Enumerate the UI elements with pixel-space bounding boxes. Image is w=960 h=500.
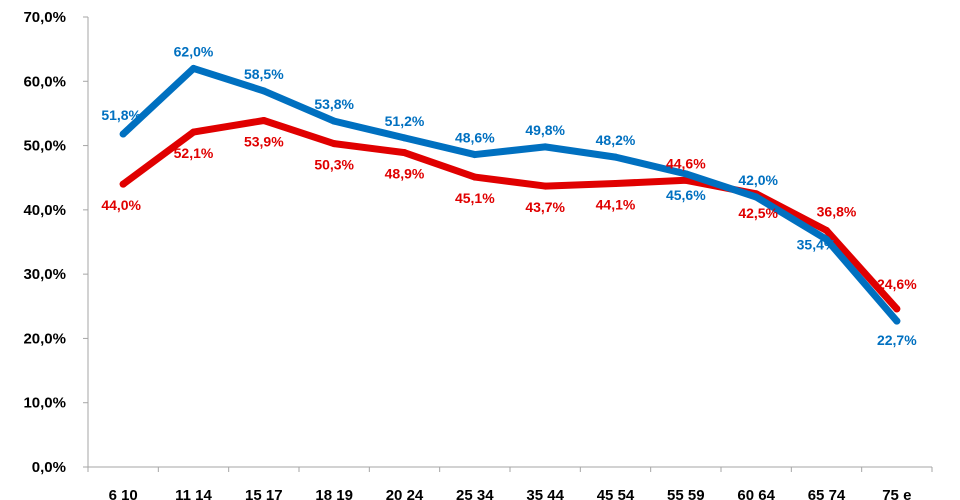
- data-point-blue: [119, 130, 127, 138]
- data-label-blue: 48,6%: [455, 130, 495, 146]
- data-label-red: 36,8%: [817, 203, 857, 219]
- data-point-red: [330, 140, 338, 148]
- data-point-red: [119, 180, 127, 188]
- data-label-red: 53,9%: [244, 134, 284, 150]
- x-tick-label: 35 44: [526, 487, 564, 500]
- data-label-blue: 49,8%: [525, 122, 565, 138]
- data-point-blue: [401, 134, 408, 142]
- data-point-blue: [190, 64, 197, 72]
- data-label-blue: 53,8%: [314, 96, 354, 112]
- data-label-red: 50,3%: [314, 157, 354, 173]
- data-label-red: 48,9%: [385, 166, 425, 182]
- y-tick-label: 0,0%: [32, 459, 66, 476]
- data-label-blue: 45,6%: [666, 187, 706, 203]
- data-label-red: 42,5%: [738, 205, 778, 221]
- data-label-blue: 58,5%: [244, 66, 284, 82]
- x-tick-label: 6 10: [109, 487, 138, 500]
- data-label-red: 44,6%: [666, 155, 706, 171]
- y-tick-label: 50,0%: [23, 138, 66, 155]
- data-point-blue: [823, 235, 830, 243]
- data-label-blue: 51,8%: [101, 107, 141, 123]
- y-tick-label: 70,0%: [23, 9, 66, 26]
- x-tick-label: 75 e: [882, 487, 911, 500]
- data-point-blue: [260, 87, 268, 95]
- data-label-red: 52,1%: [174, 145, 214, 161]
- y-tick-label: 10,0%: [23, 395, 66, 412]
- data-label-red: 45,1%: [455, 190, 495, 206]
- data-label-red: 24,6%: [877, 276, 917, 292]
- data-point-red: [893, 305, 901, 313]
- data-label-blue: 22,7%: [877, 332, 917, 348]
- data-label-red: 43,7%: [525, 199, 565, 215]
- x-tick-label: 45 54: [597, 487, 635, 500]
- x-tick-label: 18 19: [315, 487, 353, 500]
- x-tick-label: 55 59: [667, 487, 705, 500]
- data-point-blue: [471, 151, 479, 159]
- x-tick-label: 20 24: [386, 487, 424, 500]
- data-label-red: 44,1%: [596, 197, 636, 213]
- data-label-blue: 42,0%: [738, 172, 778, 188]
- data-point-blue: [330, 117, 338, 125]
- series-line-red: [119, 117, 901, 313]
- data-label-blue: 51,2%: [385, 113, 425, 129]
- y-tick-label: 60,0%: [23, 73, 66, 90]
- data-label-blue: 48,2%: [596, 132, 636, 148]
- data-point-red: [401, 149, 408, 157]
- data-label-blue: 62,0%: [174, 43, 214, 59]
- data-point-red: [260, 117, 268, 124]
- data-point-blue: [682, 170, 690, 178]
- data-point-red: [471, 173, 479, 181]
- x-tick-label: 15 17: [245, 487, 283, 500]
- data-point-blue: [893, 317, 901, 325]
- data-point-red: [612, 180, 619, 187]
- data-point-blue: [752, 193, 760, 201]
- data-point-blue: [541, 143, 549, 151]
- data-point-blue: [612, 153, 619, 161]
- data-label-blue: 35,4%: [797, 236, 837, 252]
- x-tick-label: 11 14: [175, 487, 212, 500]
- data-point-red: [541, 182, 549, 190]
- x-tick-label: 25 34: [456, 487, 494, 500]
- x-tick-label: 60 64: [737, 487, 775, 500]
- x-tick-label: 65 74: [808, 487, 846, 500]
- data-point-red: [823, 226, 830, 234]
- data-point-red: [682, 176, 690, 184]
- data-point-red: [190, 128, 197, 136]
- series-line-blue: [119, 64, 901, 325]
- y-tick-label: 20,0%: [23, 330, 66, 347]
- y-tick-label: 30,0%: [23, 266, 66, 283]
- data-label-red: 44,0%: [101, 197, 141, 213]
- y-tick-label: 40,0%: [23, 202, 66, 219]
